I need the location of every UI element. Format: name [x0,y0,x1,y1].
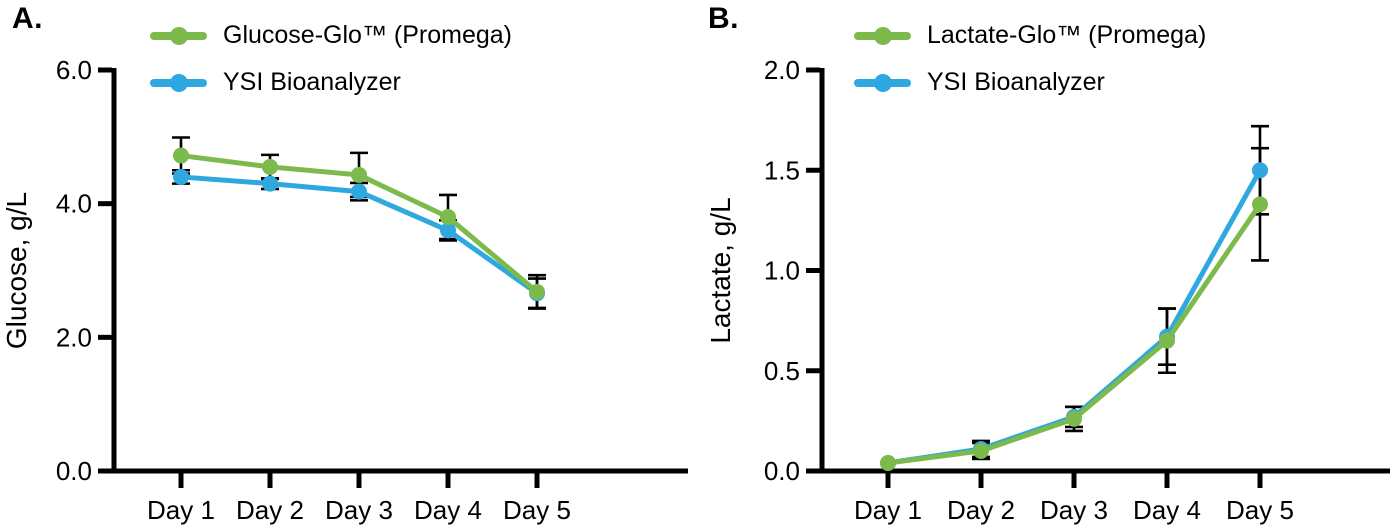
x-tick-label: Day 1 [147,495,215,525]
y-tick-label: 1.5 [764,155,800,185]
y-tick-label: 6.0 [56,55,92,85]
axis [819,68,1390,474]
data-point [173,147,189,164]
y-tick-label: 1.0 [764,256,800,286]
x-tick-label: Day 2 [236,495,304,525]
legend-b: Lactate-Glo™ (Promega) YSI Bioanalyzer [854,12,1206,106]
x-tick-label: Day 5 [503,495,571,525]
data-point [1159,332,1175,349]
data-point [880,454,896,471]
x-tick-label: Day 3 [1040,495,1108,525]
panel-a-label: A. [12,2,43,35]
axis [111,68,688,474]
legend-swatch [150,26,207,46]
x-tick-label: Day 5 [1226,495,1294,525]
data-point [440,222,456,239]
data-point [262,158,278,175]
legend-item: YSI Bioanalyzer [150,59,512,106]
data-point [1252,196,1268,213]
legend-swatch [854,26,911,46]
legend-label: YSI Bioanalyzer [927,68,1105,96]
x-tick-label: Day 1 [854,495,922,525]
data-point [351,183,367,200]
legend-swatch [150,73,207,93]
data-point [1066,410,1082,427]
panel-a: 0.0 2.0 4.0 6.0 Day 1 Day 2 Day 3 Day 4 Day 5 Glu… [1,2,688,525]
y-tick-label: 0.5 [764,356,800,386]
glucose-chart: 0.0 2.0 4.0 6.0 Day 1 Day 2 Day 3 Day 4 Day 5 Glu… [1,55,688,525]
data-point [173,168,189,185]
data-point [440,209,456,226]
legend-item: YSI Bioanalyzer [854,59,1206,106]
panel-b: 0.0 0.5 1.0 1.5 2.0 Day 1 Day 2 Day 3 Day 4 Day 5… [696,0,1392,532]
legend-label: Lactate-Glo™ (Promega) [927,21,1207,49]
y-tick-label: 2.0 [56,322,92,352]
lactate-chart: 0.0 0.5 1.0 1.5 2.0 Day 1 Day 2 Day 3 Day 4 Day 5… [705,55,1390,525]
y-axis-title: Glucose, g/L [1,192,32,349]
x-tick-label: Day 4 [1133,495,1201,525]
y-tick-label: 2.0 [764,55,800,85]
panel-b-label: B. [708,2,739,35]
legend-label: YSI Bioanalyzer [223,68,401,96]
legend-swatch [854,73,911,93]
x-tick-label: Day 4 [414,495,482,525]
y-axis-title: Lactate, g/L [705,197,736,343]
x-tick-label: Day 2 [947,495,1015,525]
y-tick-label: 0.0 [56,456,92,486]
x-tick-label: Day 3 [325,495,393,525]
data-point [973,442,989,459]
data-point [529,283,545,300]
data-point [262,175,278,192]
data-point [1252,162,1268,179]
legend-item: Glucose-Glo™ (Promega) [150,12,512,59]
legend-label: Glucose-Glo™ (Promega) [223,21,512,49]
data-point [351,166,367,183]
legend-item: Lactate-Glo™ (Promega) [854,12,1206,59]
legend-a: Glucose-Glo™ (Promega) YSI Bioanalyzer [150,12,512,106]
y-tick-label: 0.0 [764,456,800,486]
y-tick-label: 4.0 [56,189,92,219]
